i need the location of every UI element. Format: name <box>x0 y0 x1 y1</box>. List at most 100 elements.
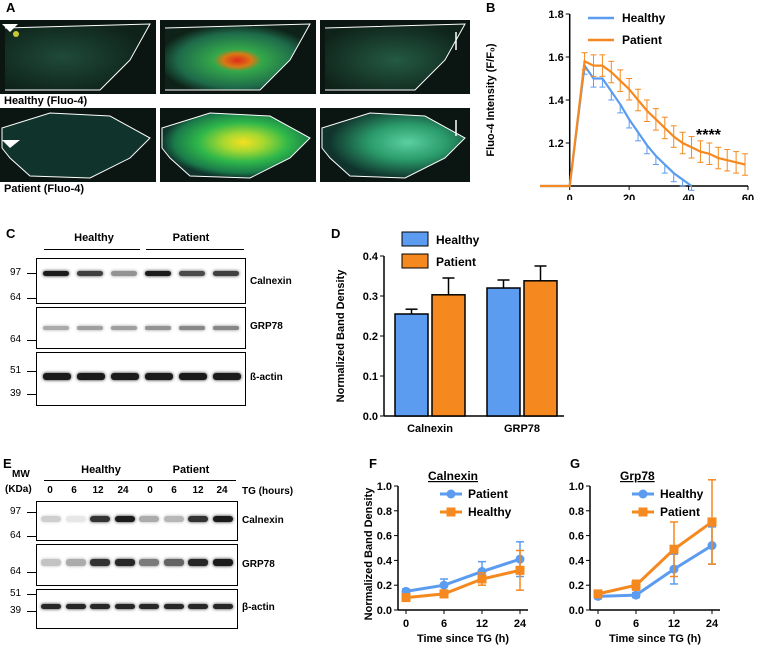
x-tick-label: 6 <box>441 618 447 630</box>
blot-e-mw-tick <box>27 572 36 573</box>
blot-e-lane: 12 <box>192 485 204 496</box>
significance-annotation: **** <box>696 127 722 144</box>
blot-band <box>139 604 159 609</box>
legend-label: Healthy <box>622 11 666 25</box>
blot-band <box>212 516 233 522</box>
blot-band <box>90 604 110 609</box>
panel-label-c: C <box>6 226 16 241</box>
panel-label-d: D <box>331 226 341 241</box>
micrograph-healthy-2 <box>160 20 316 94</box>
blot-e-mw-64a: 64 <box>10 530 22 541</box>
legend-label: Patient <box>660 505 700 519</box>
x-tick-label: 40 <box>682 193 694 200</box>
panel-label-b: B <box>486 0 496 15</box>
x-tick-label: 12 <box>476 618 488 630</box>
blot-band <box>77 326 103 330</box>
blot-band <box>145 326 171 330</box>
blot-c-mw-64a: 64 <box>10 292 22 303</box>
blot-c-calnexin <box>36 258 246 304</box>
x-tick-label: 6 <box>633 618 639 630</box>
x-axis-label: Time since TG (h) <box>417 633 509 645</box>
blot-e-mw-tick <box>27 594 36 595</box>
blot-band <box>213 326 239 330</box>
panel-label-a: A <box>6 0 16 15</box>
y-tick-label: 0.2 <box>377 580 392 592</box>
blot-band <box>43 326 69 330</box>
y-tick-label: 0.0 <box>377 605 392 617</box>
bar-patient <box>523 280 558 417</box>
bar-healthy <box>394 313 429 417</box>
chart-title: Grp78 <box>620 469 655 483</box>
blot-band <box>179 326 205 330</box>
panel-label-f: F <box>369 456 377 471</box>
y-tick-label: 0.0 <box>569 605 584 617</box>
blot-c-label-actin: ß-actin <box>250 372 283 383</box>
y-tick-label: 0.4 <box>377 555 393 567</box>
chart-b: 1.21.41.61.80204060Time since injury (s)… <box>485 9 754 200</box>
blot-c-group-healthy: Healthy <box>74 232 114 244</box>
blot-band <box>90 559 110 566</box>
blot-c-mw-97: 97 <box>10 267 22 278</box>
blot-band <box>145 373 173 380</box>
blot-e-mw-39: 39 <box>10 605 22 616</box>
y-axis-label: Normalized Band Density <box>335 269 347 403</box>
blot-e-mw-97: 97 <box>10 506 22 517</box>
legend-label: Patient <box>436 255 476 269</box>
y-tick-label: 1.6 <box>548 52 563 64</box>
blot-panel-c: Healthy Patient Calnexin GRP78 ß-actin 9… <box>0 0 320 420</box>
series-line-healthy <box>405 568 521 600</box>
blot-band <box>212 604 233 609</box>
blot-e-kda-header: (KDa) <box>5 484 32 495</box>
panel-label-e: E <box>3 456 12 471</box>
blot-band <box>43 271 69 276</box>
data-point <box>707 517 717 527</box>
blot-c-group-line-patient <box>146 249 244 250</box>
series-line-patient <box>540 59 746 188</box>
blot-band <box>41 559 61 566</box>
chart-g: 0.0 0.2 0.4 0.6 0.8 1.0 0 6 12 24 Time since TG (h… <box>569 469 720 645</box>
y-tick-label: 0.0 <box>363 411 378 423</box>
y-axis-label: Fluo-4 Intensity (F/F₀) <box>485 43 497 156</box>
blot-band <box>163 516 184 522</box>
legend-label: Patient <box>468 487 508 501</box>
blot-band <box>213 271 239 276</box>
blot-band <box>114 559 135 566</box>
blot-e-group-healthy: Healthy <box>81 464 121 476</box>
data-point <box>477 574 487 584</box>
blot-c-mw-tick <box>27 340 36 341</box>
micrograph-patient-1 <box>0 108 156 182</box>
legend-marker <box>638 507 648 517</box>
blot-band <box>179 373 207 380</box>
x-tick-label: 0 <box>403 618 409 630</box>
blot-e-lane: 24 <box>117 485 129 496</box>
blot-e-group-patient: Patient <box>172 464 210 476</box>
y-tick-label: 0.8 <box>377 506 392 518</box>
blot-c-mw-tick <box>27 394 36 395</box>
micrograph-patient-3 <box>320 108 470 182</box>
legend-marker <box>446 507 456 517</box>
y-tick-label: 1.0 <box>569 481 584 493</box>
blot-e-mw-header: MW <box>12 469 30 480</box>
x-tick-label: 0 <box>567 193 573 200</box>
blot-e-lane: 0 <box>147 485 153 496</box>
x-tick-label: Calnexin <box>407 423 453 435</box>
blot-c-actin <box>36 352 246 406</box>
blot-band <box>188 559 208 566</box>
data-point <box>439 589 449 599</box>
blot-e-grp78 <box>36 544 238 586</box>
blot-e-mw-tick <box>27 536 36 537</box>
legend-label: Healthy <box>660 487 704 501</box>
blot-band <box>43 373 71 380</box>
legend-label: Patient <box>622 33 662 47</box>
blot-e-mw-64b: 64 <box>10 566 22 577</box>
data-point <box>631 590 641 600</box>
blot-band <box>145 271 171 276</box>
blot-band <box>90 516 110 522</box>
blot-e-lane: 0 <box>47 485 53 496</box>
blot-band <box>114 604 135 609</box>
blot-e-label-calnexin: Calnexin <box>242 515 284 526</box>
blot-c-mw-64b: 64 <box>10 334 22 345</box>
blot-e-group-line-healthy <box>44 480 140 481</box>
data-point <box>401 593 411 603</box>
bar-patient <box>431 294 466 417</box>
